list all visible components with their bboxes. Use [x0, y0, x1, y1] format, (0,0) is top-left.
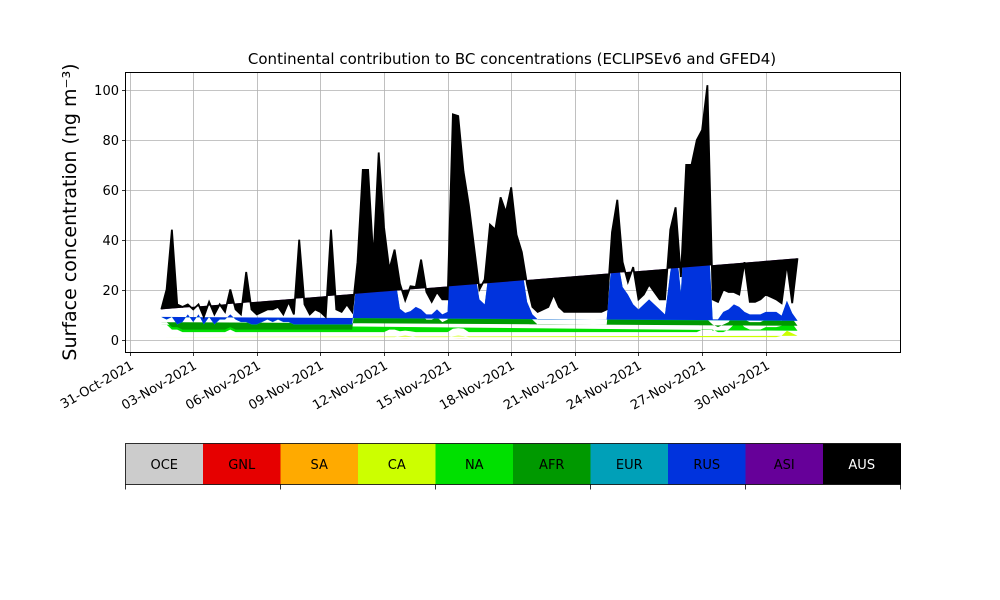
legend-swatch-sa	[280, 443, 359, 485]
legend-swatch-rus	[668, 443, 746, 485]
legend-label-afr: AFR	[539, 458, 564, 473]
legend-swatch-asi	[745, 443, 824, 485]
legend-label-gnl: GNL	[228, 458, 256, 473]
legend-label-ca: CA	[388, 458, 406, 473]
area-ca	[161, 330, 798, 338]
stacked-areas	[161, 85, 798, 339]
legend-frame	[125, 443, 901, 485]
legend-label-aus: AUS	[848, 458, 875, 473]
legend-swatch-gnl	[203, 443, 281, 485]
legend-label-na: NA	[465, 458, 484, 473]
legend-swatch-eur	[590, 443, 669, 485]
y-tick-label: 100	[94, 84, 119, 99]
y-tick-label: 60	[102, 184, 119, 199]
y-tick-label: 40	[102, 234, 119, 249]
total-line	[160, 85, 799, 320]
legend-label-sa: SA	[311, 458, 328, 473]
legend-label-rus: RUS	[693, 458, 720, 473]
y-tick-label: 0	[111, 334, 119, 349]
y-tick-label: 80	[102, 134, 119, 149]
plot-frame	[125, 72, 901, 353]
y-axis-label: Surface concentration (ng m⁻³)	[59, 63, 81, 360]
legend-swatch-afr	[513, 443, 591, 485]
legend-swatch-oce	[125, 443, 204, 485]
legend-swatch-na	[435, 443, 514, 485]
legend-label-asi: ASI	[774, 458, 795, 473]
chart-title: Continental contribution to BC concentra…	[248, 50, 776, 68]
area-rus	[161, 128, 798, 325]
legend-swatch-ca	[358, 443, 436, 485]
y-tick-label: 20	[102, 284, 119, 299]
x-axis-ticks: 31-Oct-202103-Nov-202106-Nov-202109-Nov-…	[58, 352, 773, 413]
y-axis-ticks: 0 20 40 60 80 100	[94, 84, 126, 349]
legend-label-oce: OCE	[150, 458, 178, 473]
legend-swatch-aus	[823, 443, 901, 485]
legend-colorbar: OCE GNL SA CA NA AFR EUR RUS ASI AUS	[125, 443, 901, 490]
legend-label-eur: EUR	[616, 458, 643, 473]
